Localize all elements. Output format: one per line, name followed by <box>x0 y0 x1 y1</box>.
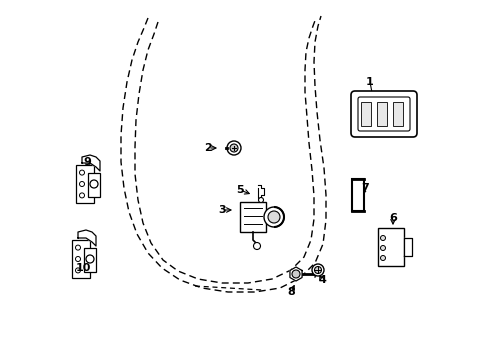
Circle shape <box>253 243 260 249</box>
Text: 5: 5 <box>236 185 244 195</box>
Circle shape <box>86 255 94 263</box>
Circle shape <box>314 266 321 274</box>
Text: 3: 3 <box>218 205 225 215</box>
Circle shape <box>75 245 81 250</box>
Bar <box>88 173 100 197</box>
Text: 1: 1 <box>366 77 373 87</box>
Circle shape <box>226 141 241 155</box>
Polygon shape <box>258 185 264 198</box>
Polygon shape <box>403 238 411 256</box>
Circle shape <box>380 246 385 251</box>
Circle shape <box>311 264 324 276</box>
Circle shape <box>80 181 84 186</box>
Circle shape <box>380 256 385 261</box>
Text: 7: 7 <box>360 183 368 193</box>
Bar <box>377 228 403 266</box>
Circle shape <box>380 235 385 240</box>
Circle shape <box>75 268 81 273</box>
Circle shape <box>90 180 98 188</box>
Circle shape <box>80 170 84 175</box>
FancyBboxPatch shape <box>357 97 409 131</box>
Polygon shape <box>82 155 100 171</box>
Bar <box>84 248 96 272</box>
Polygon shape <box>289 267 302 281</box>
Text: 6: 6 <box>388 213 396 223</box>
Bar <box>376 102 386 126</box>
Circle shape <box>267 211 280 223</box>
FancyBboxPatch shape <box>350 91 416 137</box>
Bar <box>76 165 94 203</box>
Bar <box>72 240 90 278</box>
Text: 8: 8 <box>286 287 294 297</box>
Text: 10: 10 <box>75 263 90 273</box>
Bar <box>351 179 363 211</box>
Circle shape <box>75 256 81 261</box>
Circle shape <box>264 207 284 227</box>
Bar <box>240 202 265 232</box>
Circle shape <box>258 198 263 202</box>
Text: 2: 2 <box>203 143 211 153</box>
Circle shape <box>291 270 299 278</box>
Bar <box>360 102 370 126</box>
Text: 4: 4 <box>317 275 325 285</box>
Text: 9: 9 <box>83 157 91 167</box>
Polygon shape <box>78 230 96 246</box>
Circle shape <box>80 193 84 198</box>
Bar <box>392 102 402 126</box>
Circle shape <box>229 144 238 152</box>
